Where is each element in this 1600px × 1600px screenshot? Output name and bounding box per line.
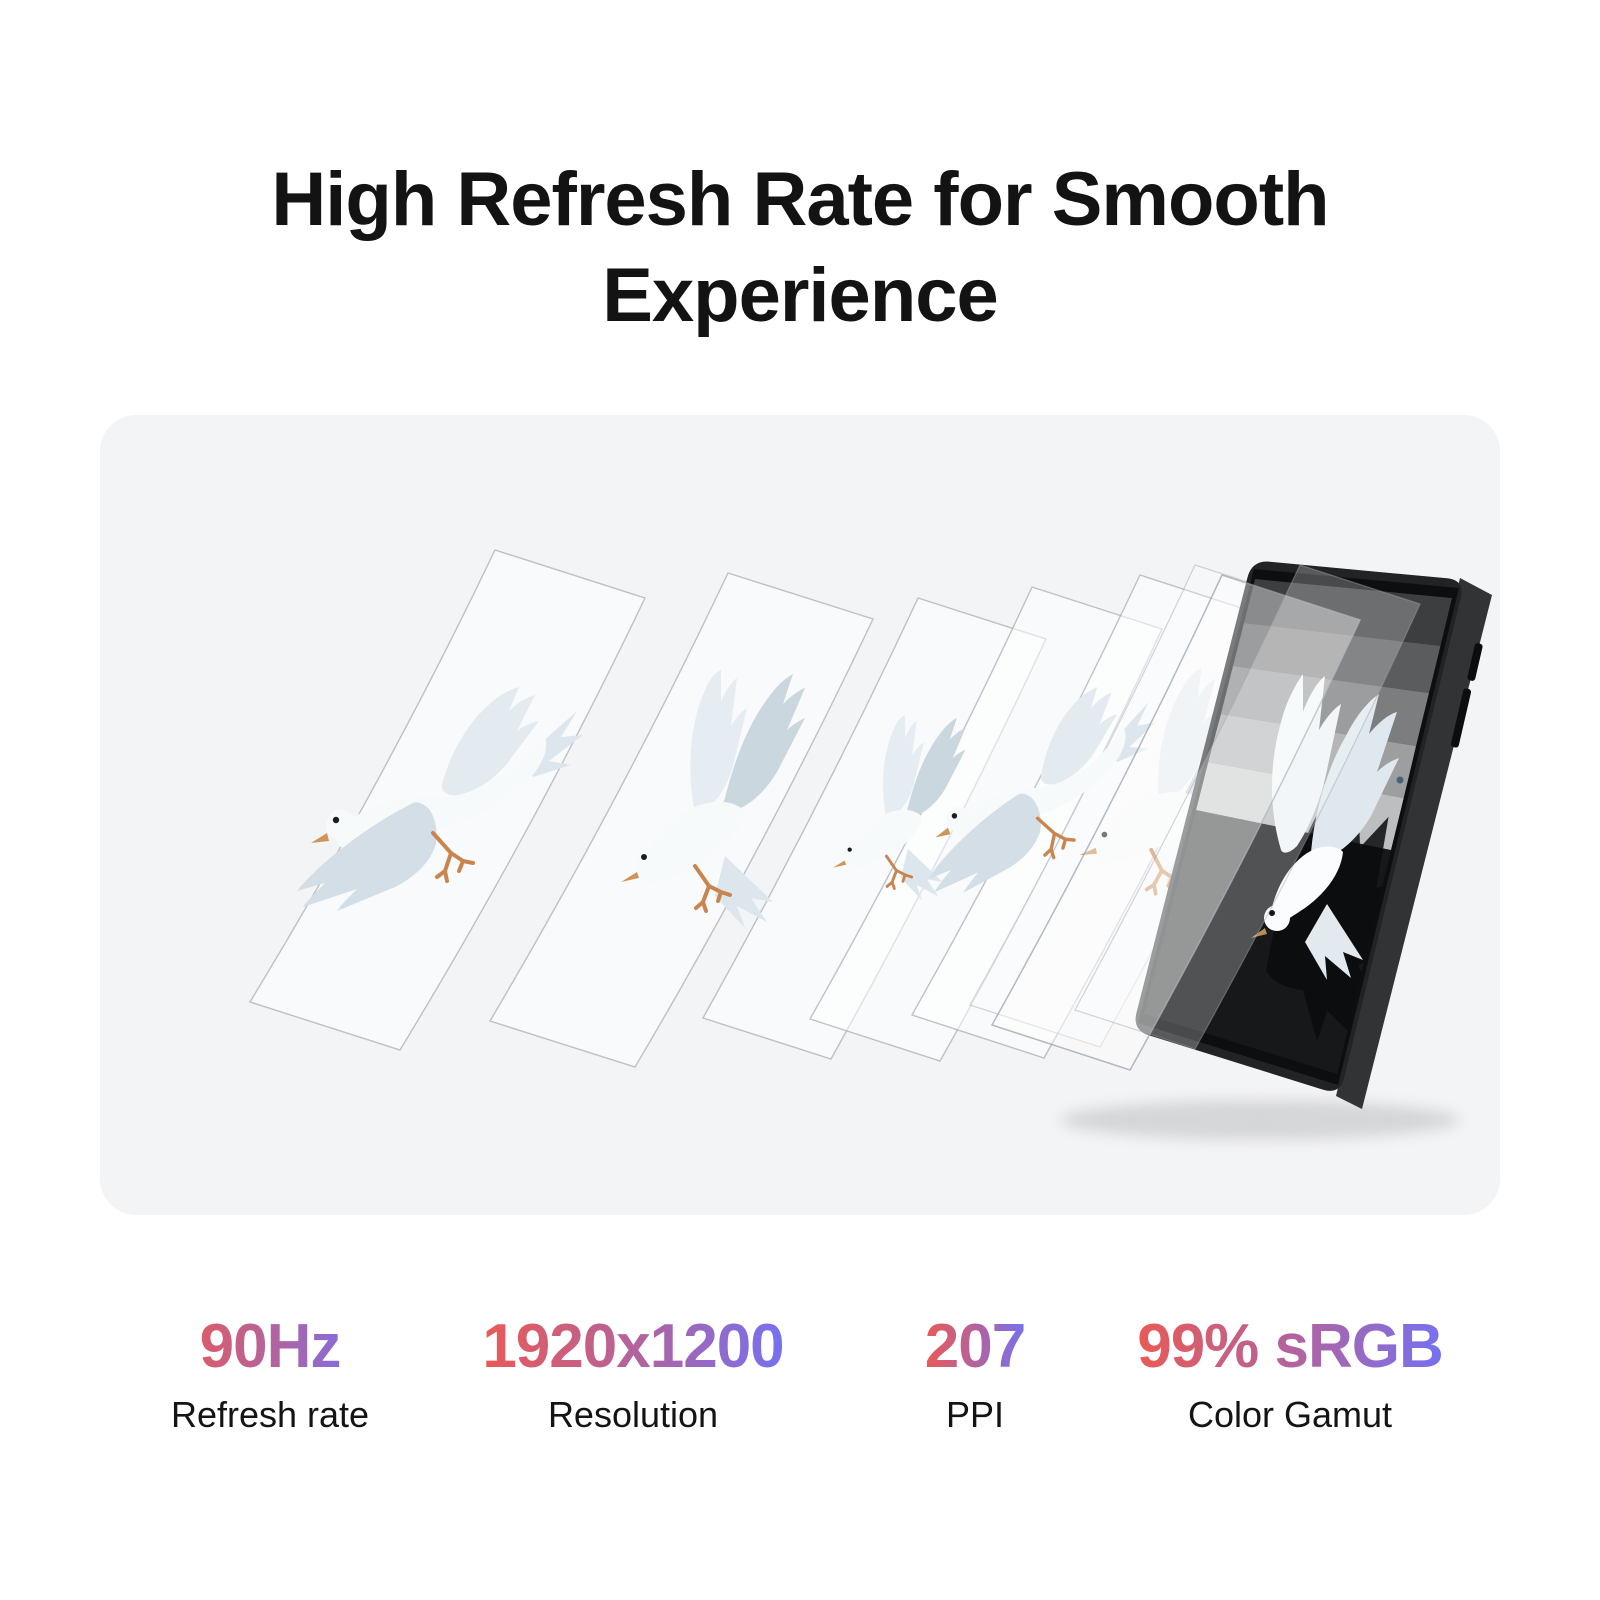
stat-color-gamut: 99% sRGB Color Gamut bbox=[1137, 1312, 1444, 1436]
page-title-line2: Experience bbox=[602, 252, 999, 338]
power-button bbox=[1467, 643, 1483, 681]
hero-illustration-panel bbox=[100, 415, 1500, 1215]
stat-label: PPI bbox=[945, 1394, 1005, 1436]
tablet-screen-content bbox=[1196, 579, 1452, 1048]
stat-label: Resolution bbox=[547, 1394, 719, 1436]
display-layer-sheet bbox=[990, 574, 1362, 1071]
page-title-line1: High Refresh Rate for Smooth bbox=[271, 157, 1329, 242]
stat-value: 207 bbox=[924, 1312, 1026, 1381]
front-camera-dot bbox=[1396, 776, 1404, 784]
stat-value: 99% sRGB bbox=[1137, 1312, 1444, 1381]
stat-label: Refresh rate bbox=[170, 1394, 370, 1436]
stat-resolution: 1920x1200 Resolution bbox=[482, 1312, 784, 1436]
tablet-shadow bbox=[1060, 1100, 1460, 1140]
stat-value: 90Hz bbox=[171, 1314, 369, 1379]
display-layer-sheet bbox=[1074, 564, 1421, 1050]
volume-button bbox=[1450, 688, 1472, 748]
tablet-icon bbox=[1060, 561, 1492, 1140]
front-glass-layers bbox=[990, 564, 1421, 1071]
stat-label: Color Gamut bbox=[1187, 1394, 1393, 1436]
spec-stats-row: 90Hz Refresh rate 1920x1200 Resolution 2… bbox=[0, 1314, 1600, 1454]
stat-refresh-rate: 90Hz Refresh rate bbox=[171, 1314, 369, 1435]
refresh-rate-illustration bbox=[248, 549, 1492, 1140]
tablet-side-edge bbox=[1336, 578, 1492, 1109]
stat-ppi: 207 PPI bbox=[924, 1312, 1026, 1436]
page-title: High Refresh Rate for Smooth Experience bbox=[0, 152, 1600, 344]
stat-value: 1920x1200 bbox=[482, 1312, 784, 1381]
